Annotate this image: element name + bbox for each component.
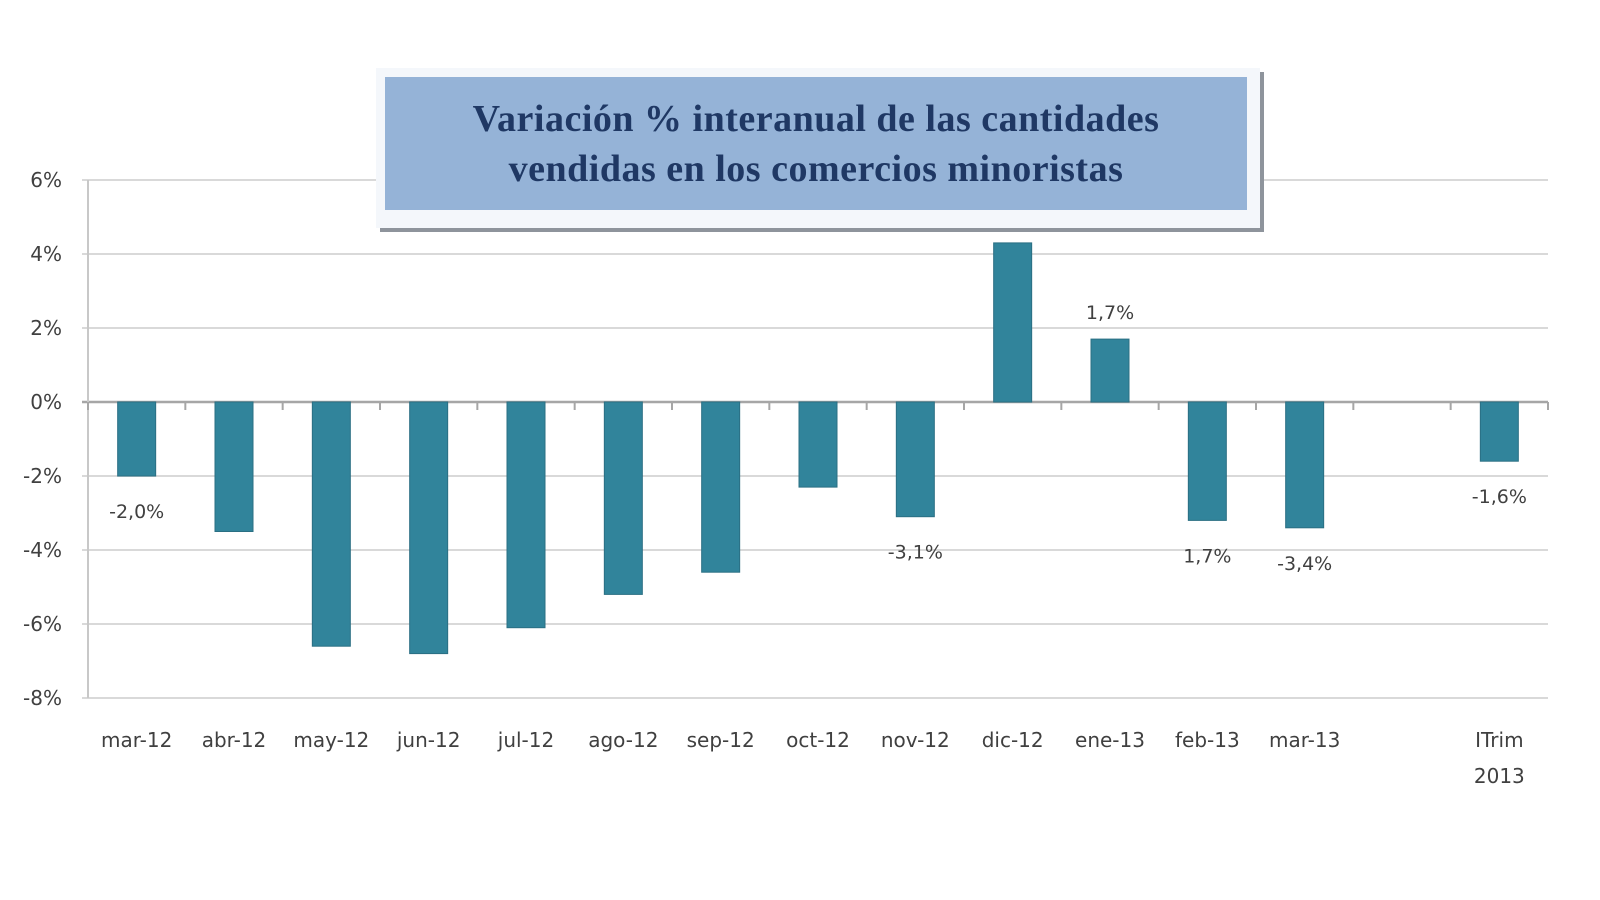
y-tick-label: -6% bbox=[23, 612, 62, 636]
x-tick-label: abr-12 bbox=[202, 728, 267, 752]
x-tick-label: jul-12 bbox=[497, 728, 554, 752]
y-tick-label: -4% bbox=[23, 538, 62, 562]
bar-jul-12 bbox=[506, 401, 546, 629]
x-tick-label: ago-12 bbox=[588, 728, 658, 752]
bar-may-12 bbox=[311, 401, 351, 647]
x-tick-label: ene-13 bbox=[1075, 728, 1145, 752]
bar-dic-12 bbox=[993, 242, 1033, 403]
x-tick-label: 2013 bbox=[1474, 764, 1525, 788]
y-tick-label: 2% bbox=[30, 316, 62, 340]
data-label: 1,7% bbox=[1183, 545, 1231, 567]
bar-ITrim-2013 bbox=[1479, 401, 1519, 462]
bar-sep-12 bbox=[701, 401, 741, 573]
x-tick-label: ITrim bbox=[1475, 728, 1523, 752]
x-tick-label: feb-13 bbox=[1175, 728, 1240, 752]
y-axis: 6% 4% 2% 0% -2% -4% -6% -8% bbox=[23, 168, 89, 710]
bar-jun-12 bbox=[409, 401, 449, 655]
bar-abr-12 bbox=[214, 401, 254, 532]
chart-title-line-2: vendidas en los comercios minoristas bbox=[508, 147, 1124, 190]
bar-ene-13 bbox=[1090, 338, 1130, 403]
y-tick-label: -8% bbox=[23, 686, 62, 710]
data-labels: -2,0% -3,1% 1,7% 1,7% -3,4% -1,6% bbox=[109, 302, 1527, 575]
bar-ago-12 bbox=[603, 401, 643, 595]
bar-mar-13 bbox=[1285, 401, 1325, 529]
bar-mar-12 bbox=[117, 401, 157, 477]
bar-feb-13 bbox=[1187, 401, 1227, 521]
bar-nov-12 bbox=[895, 401, 935, 518]
x-tick-label: mar-12 bbox=[101, 728, 172, 752]
x-axis: mar-12 abr-12 may-12 jun-12 jul-12 ago-12 sep-… bbox=[87, 402, 1549, 788]
x-tick-label: jun-12 bbox=[396, 728, 461, 752]
data-label: 1,7% bbox=[1086, 302, 1134, 324]
x-tick-label: dic-12 bbox=[982, 728, 1044, 752]
y-tick-label: 0% bbox=[30, 390, 62, 414]
y-tick-label: 6% bbox=[30, 168, 62, 192]
x-tick-label: oct-12 bbox=[786, 728, 850, 752]
x-tick-label: nov-12 bbox=[881, 728, 950, 752]
x-tick-label: sep-12 bbox=[687, 728, 755, 752]
x-tick-label: may-12 bbox=[293, 728, 369, 752]
x-tick-label: mar-13 bbox=[1269, 728, 1340, 752]
chart-title-box: Variación % interanual de las cantidades… bbox=[385, 77, 1247, 210]
data-label: -3,4% bbox=[1277, 553, 1332, 575]
y-tick-label: -2% bbox=[23, 464, 62, 488]
chart-title-line-1: Variación % interanual de las cantidades bbox=[472, 97, 1160, 140]
bars bbox=[117, 242, 1519, 655]
y-tick-label: 4% bbox=[30, 242, 62, 266]
data-label: -1,6% bbox=[1472, 486, 1527, 508]
chart-title-frame: Variación % interanual de las cantidades… bbox=[376, 68, 1260, 228]
data-label: -2,0% bbox=[109, 501, 164, 523]
bar-oct-12 bbox=[798, 401, 838, 488]
data-label: -3,1% bbox=[888, 542, 943, 564]
